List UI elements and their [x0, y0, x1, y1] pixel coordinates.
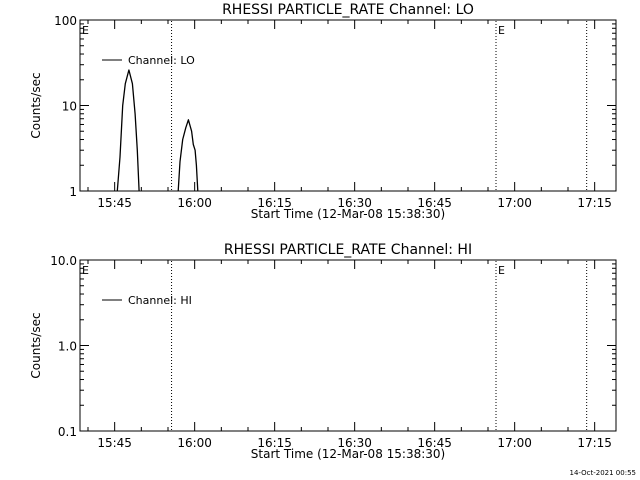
- time-marker-label: E: [498, 24, 505, 37]
- x-tick-label: 15:45: [97, 196, 132, 210]
- x-tick-label: 17:00: [497, 196, 532, 210]
- legend-entry: Channel: LO: [128, 54, 195, 67]
- y-axis-label: Counts/sec: [29, 72, 43, 138]
- time-marker-label: E: [82, 24, 89, 37]
- x-tick-label: 16:30: [337, 196, 372, 210]
- x-tick-label: 16:45: [417, 196, 452, 210]
- y-tick-label: 10.0: [50, 254, 77, 268]
- chart-title: RHESSI PARTICLE_RATE Channel: HI: [224, 242, 472, 258]
- x-tick-label: 17:00: [497, 436, 532, 450]
- y-tick-label: 1.0: [58, 340, 77, 354]
- x-tick-label: 16:00: [177, 196, 212, 210]
- y-tick-label: 10: [62, 100, 77, 114]
- x-tick-label: 17:15: [577, 436, 612, 450]
- x-tick-label: 17:15: [577, 196, 612, 210]
- plot-frame: [79, 19, 617, 192]
- x-tick-label: 16:15: [257, 436, 292, 450]
- series-line: [116, 69, 140, 192]
- series-line: [177, 119, 199, 192]
- y-tick-label: 100: [54, 14, 77, 28]
- x-tick-label: 16:15: [257, 196, 292, 210]
- legend-entry: Channel: HI: [128, 294, 192, 307]
- time-marker-label: E: [498, 264, 505, 277]
- x-tick-label: 16:45: [417, 436, 452, 450]
- x-axis-label: Start Time (12-Mar-08 15:38:30): [251, 207, 445, 221]
- y-axis-label: Counts/sec: [29, 312, 43, 378]
- plot-frame: [79, 259, 617, 432]
- y-tick-label: 1: [69, 185, 77, 199]
- y-tick-label: 0.1: [58, 425, 77, 439]
- x-axis-label: Start Time (12-Mar-08 15:38:30): [251, 447, 445, 461]
- time-marker-label: E: [82, 264, 89, 277]
- x-tick-label: 15:45: [97, 436, 132, 450]
- x-tick-label: 16:30: [337, 436, 372, 450]
- x-tick-label: 16:00: [177, 436, 212, 450]
- chart-title: RHESSI PARTICLE_RATE Channel: LO: [222, 2, 474, 18]
- timestamp-label: 14-Oct-2021 00:55: [570, 469, 636, 477]
